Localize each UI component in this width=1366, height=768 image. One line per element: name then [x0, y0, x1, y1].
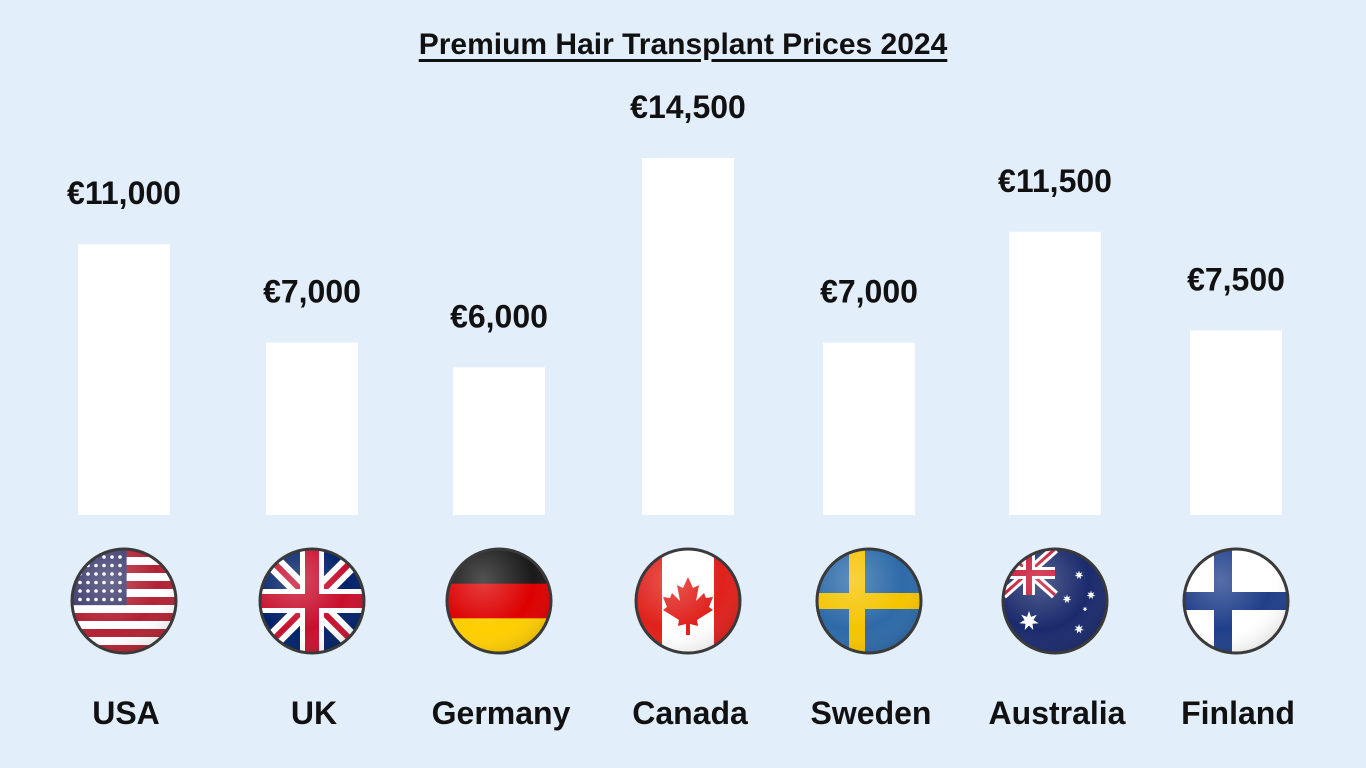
category-label-uk: UK — [291, 695, 337, 731]
usa-flag-icon — [70, 547, 178, 655]
bar-finland — [1190, 330, 1282, 515]
germany-flag-icon — [445, 547, 553, 655]
category-label-australia: Australia — [989, 695, 1126, 731]
sweden-flag-icon — [815, 547, 923, 655]
finland-flag-icon — [1182, 547, 1290, 655]
bar-sweden — [823, 342, 915, 515]
canada-flag-icon — [634, 547, 742, 655]
value-label-sweden: €7,000 — [820, 274, 918, 310]
category-label-sweden: Sweden — [811, 695, 932, 731]
category-label-usa: USA — [92, 695, 160, 731]
uk-flag-icon — [258, 547, 366, 655]
value-label-australia: €11,500 — [998, 163, 1112, 199]
bar-uk — [266, 342, 358, 515]
value-label-finland: €7,500 — [1187, 261, 1285, 297]
value-label-uk: €7,000 — [263, 274, 361, 310]
chart-title: Premium Hair Transplant Prices 2024 — [418, 28, 948, 61]
category-label-germany: Germany — [432, 695, 571, 731]
category-label-finland: Finland — [1181, 695, 1295, 731]
bar-usa — [78, 244, 170, 515]
bar-germany — [453, 367, 545, 515]
value-label-canada: €14,500 — [630, 89, 746, 125]
value-label-usa: €11,000 — [67, 175, 181, 211]
bar-canada — [642, 158, 734, 515]
category-label-canada: Canada — [632, 695, 748, 731]
australia-flag-icon — [1001, 547, 1109, 655]
value-label-germany: €6,000 — [450, 298, 548, 334]
bar-australia — [1009, 231, 1101, 516]
